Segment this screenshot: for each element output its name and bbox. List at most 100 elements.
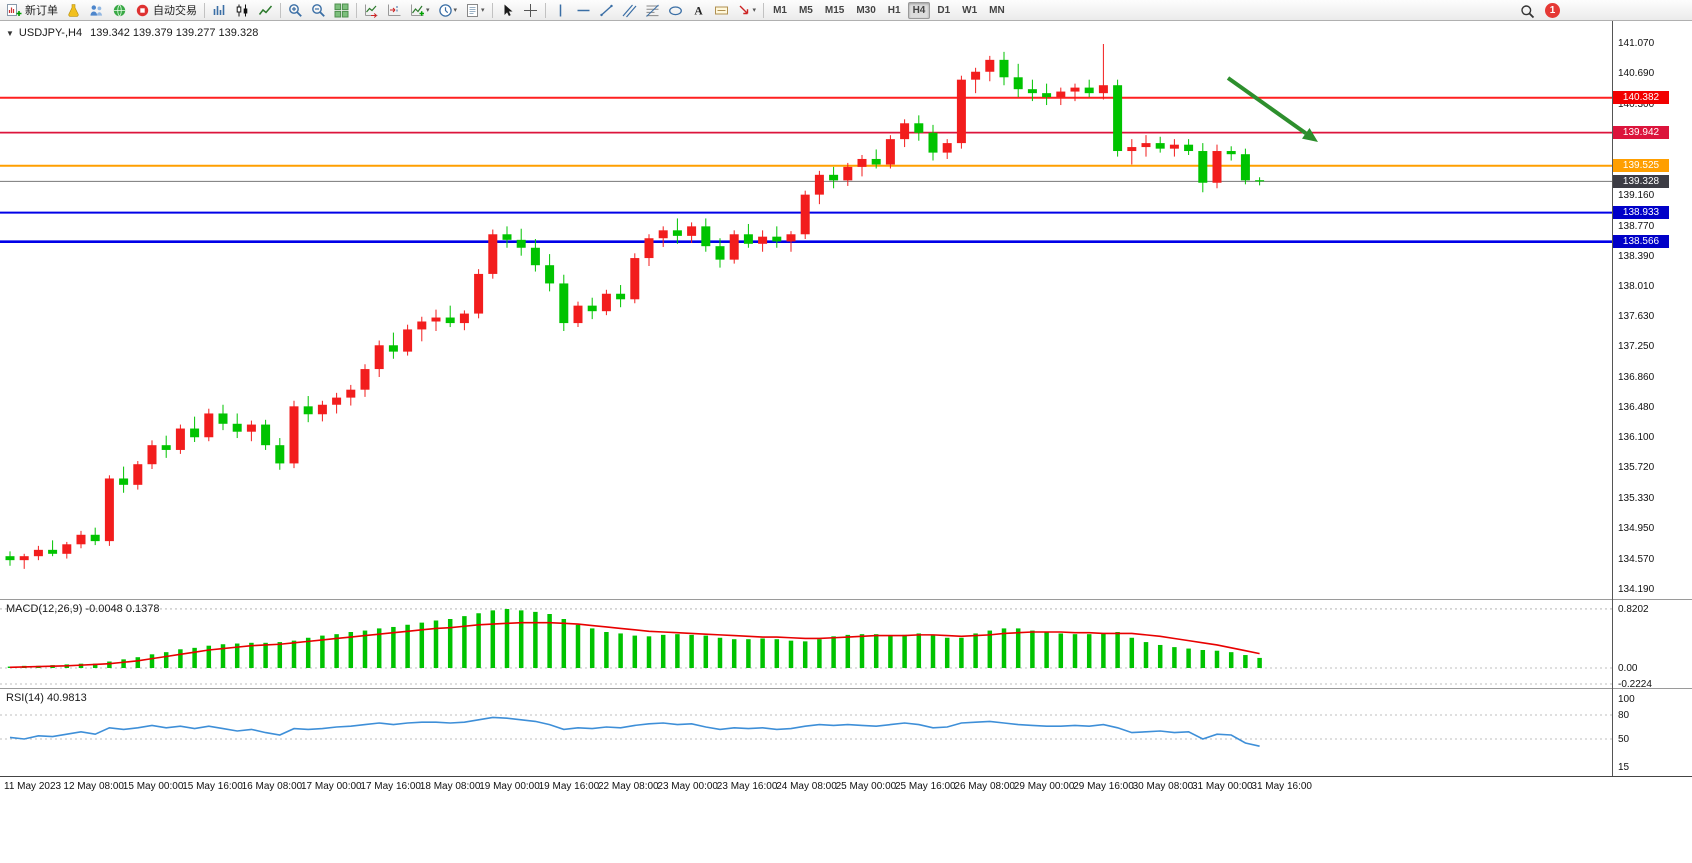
- candle: [62, 541, 72, 559]
- candle: [90, 527, 100, 546]
- timeframe-m15-button[interactable]: M15: [824, 4, 845, 16]
- candle: [76, 530, 86, 549]
- price-tick: 136.860: [1618, 371, 1655, 383]
- notification-badge[interactable]: 1: [1545, 3, 1560, 18]
- tile-windows-button[interactable]: [331, 1, 352, 19]
- templates-button[interactable]: ▾: [462, 1, 488, 19]
- auto-scroll-button[interactable]: [361, 1, 382, 19]
- template-icon: [467, 3, 479, 17]
- candles-icon: [236, 4, 248, 16]
- toolbar-separator: [356, 2, 357, 18]
- price-tick: 134.570: [1618, 553, 1655, 565]
- macd-panel-canvas[interactable]: [0, 600, 1612, 688]
- time-label: 30 May 08:00: [1132, 781, 1194, 792]
- horizontal-line-button[interactable]: [573, 1, 594, 19]
- candle: [885, 135, 895, 169]
- cursor-button[interactable]: [497, 1, 518, 19]
- periods-button[interactable]: ▾: [435, 1, 461, 19]
- time-label: 15 May 16:00: [182, 781, 243, 792]
- price-tick: 138.390: [1618, 250, 1655, 262]
- chart-shift-icon: [388, 4, 401, 16]
- candle: [275, 438, 285, 470]
- zoom-in-button[interactable]: [285, 1, 306, 19]
- price-tick: 141.070: [1618, 38, 1655, 50]
- panel-separator-macd[interactable]: [0, 599, 1692, 600]
- timeframe-mn-button[interactable]: MN: [989, 4, 1005, 16]
- timeframe-d1-button[interactable]: D1: [937, 4, 951, 16]
- text-label-button[interactable]: [711, 1, 732, 19]
- shapes-button[interactable]: [665, 1, 686, 19]
- candle: [445, 305, 455, 328]
- panel-separator-rsi[interactable]: [0, 688, 1692, 689]
- crosshair-button[interactable]: [520, 1, 541, 19]
- candle: [232, 413, 242, 439]
- price-tag-139.328: 139.328: [1613, 174, 1669, 188]
- candle: [289, 400, 299, 469]
- rsi-tick: 50: [1618, 734, 1630, 745]
- candle: [332, 392, 342, 414]
- time-axis[interactable]: 11 May 2023 12 May 08:00 15 May 00:00 15 Ma…: [0, 777, 1692, 798]
- candle: [119, 466, 129, 493]
- timeframe-w1-button[interactable]: W1: [962, 4, 978, 16]
- trendline-icon: [599, 4, 613, 16]
- label-icon: [714, 6, 728, 14]
- candle: [1084, 79, 1094, 98]
- price-tag-138.933: 138.933: [1613, 206, 1669, 220]
- rsi-label: RSI(14) 40.9813: [6, 692, 87, 704]
- bar-chart-button[interactable]: [209, 1, 230, 19]
- users-icon: [90, 4, 103, 16]
- candlestick-chart-canvas[interactable]: [0, 21, 1612, 599]
- price-tag-139.942: 139.942: [1613, 126, 1669, 140]
- rsi-panel-canvas[interactable]: [0, 689, 1612, 775]
- polyline-icon: [258, 5, 273, 15]
- search-button[interactable]: [1517, 2, 1538, 20]
- equidistant-channel-button[interactable]: [619, 1, 640, 19]
- candle: [772, 226, 782, 248]
- candle: [1056, 87, 1066, 106]
- price-axis: 141.070 140.690 140.300 139.160 138.770 138.3…: [1613, 21, 1692, 599]
- trendline-button[interactable]: [596, 1, 617, 19]
- candle: [672, 218, 682, 244]
- timeframe-m30-button[interactable]: M30: [856, 4, 876, 16]
- dropdown-arrow-icon[interactable]: ▾: [752, 7, 757, 14]
- candle: [956, 75, 966, 149]
- trend-arrow[interactable]: [1226, 76, 1318, 142]
- auto-trading-button[interactable]: 自动交易: [132, 1, 200, 19]
- price-tick: 138.770: [1618, 220, 1655, 232]
- candle: [857, 154, 867, 177]
- timeframe-h4-button[interactable]: H4: [907, 1, 931, 19]
- candle: [687, 222, 697, 244]
- time-label: 31 May 00:00: [1192, 781, 1253, 792]
- candle: [374, 340, 384, 377]
- candle: [246, 420, 256, 442]
- text-button[interactable]: A: [688, 1, 709, 19]
- candlestick-chart-button[interactable]: [232, 1, 253, 19]
- timeframe-m1-button[interactable]: M1: [773, 4, 787, 16]
- dropdown-arrow-icon[interactable]: ▾: [453, 7, 458, 14]
- candle: [743, 223, 753, 248]
- community-button[interactable]: [86, 1, 107, 19]
- time-label: 25 May 16:00: [895, 781, 956, 792]
- rsi-line: [9, 716, 1260, 747]
- fibo-icon: [645, 4, 659, 17]
- new-order-icon: [7, 3, 22, 16]
- dropdown-arrow-icon[interactable]: ▾: [481, 7, 485, 14]
- toolbar-separator: [280, 2, 281, 18]
- indicators-icon: [411, 4, 424, 16]
- line-chart-button[interactable]: [255, 1, 276, 19]
- candle: [502, 226, 512, 248]
- chart-shift-button[interactable]: [384, 1, 405, 19]
- arrows-button[interactable]: ▾: [734, 1, 760, 19]
- indicators-button[interactable]: ▾: [407, 1, 433, 19]
- timeframe-h1-button[interactable]: H1: [887, 4, 901, 16]
- fibonacci-button[interactable]: [642, 1, 663, 19]
- one-click-trading-expander-icon[interactable]: ▼: [6, 28, 14, 38]
- dropdown-arrow-icon[interactable]: ▾: [426, 7, 430, 14]
- new-order-button[interactable]: 新订单: [4, 1, 61, 19]
- zoom-out-button[interactable]: [308, 1, 329, 19]
- mql5-button[interactable]: [109, 1, 130, 19]
- vertical-line-button[interactable]: [550, 1, 571, 19]
- timeframe-m5-button[interactable]: M5: [798, 4, 813, 16]
- clock-icon: [438, 3, 452, 17]
- metaeditor-button[interactable]: [63, 1, 84, 19]
